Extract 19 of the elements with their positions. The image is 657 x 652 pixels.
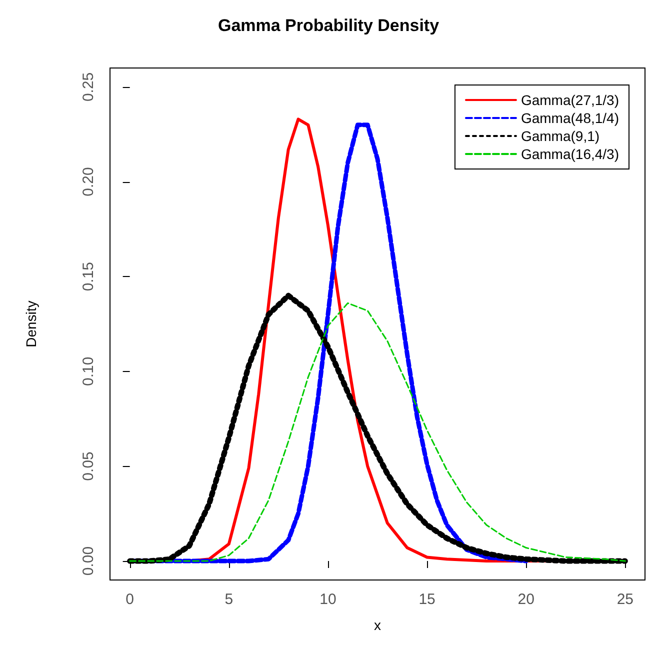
legend-label: Gamma(48,1/4) [520,110,620,126]
y-tick-label: 0.20 [80,167,97,196]
x-tick-label: 20 [518,591,534,608]
x-tick-label: 5 [224,591,234,608]
x-tick-label: 25 [616,591,634,608]
x-tick-label: 0 [126,591,134,608]
y-tick-label: 0.25 [80,72,97,102]
legend-label: Gamma(9,1) [520,128,600,144]
y-tick-label: 0.00 [80,546,97,576]
x-tick-label: 15 [418,591,436,608]
x-axis-title: x [374,617,381,633]
y-tick-label: 0.05 [80,452,97,481]
y-tick-label: 0.10 [80,356,97,386]
legend-label: Gamma(16,4/3) [520,146,620,162]
chart-title: Gamma Probability Density [218,16,440,35]
y-axis-title: Density [23,300,39,348]
x-tick-label: 10 [320,591,336,608]
y-tick-label: 0.15 [80,262,97,292]
legend-label: Gamma(27,1/3) [520,92,620,108]
